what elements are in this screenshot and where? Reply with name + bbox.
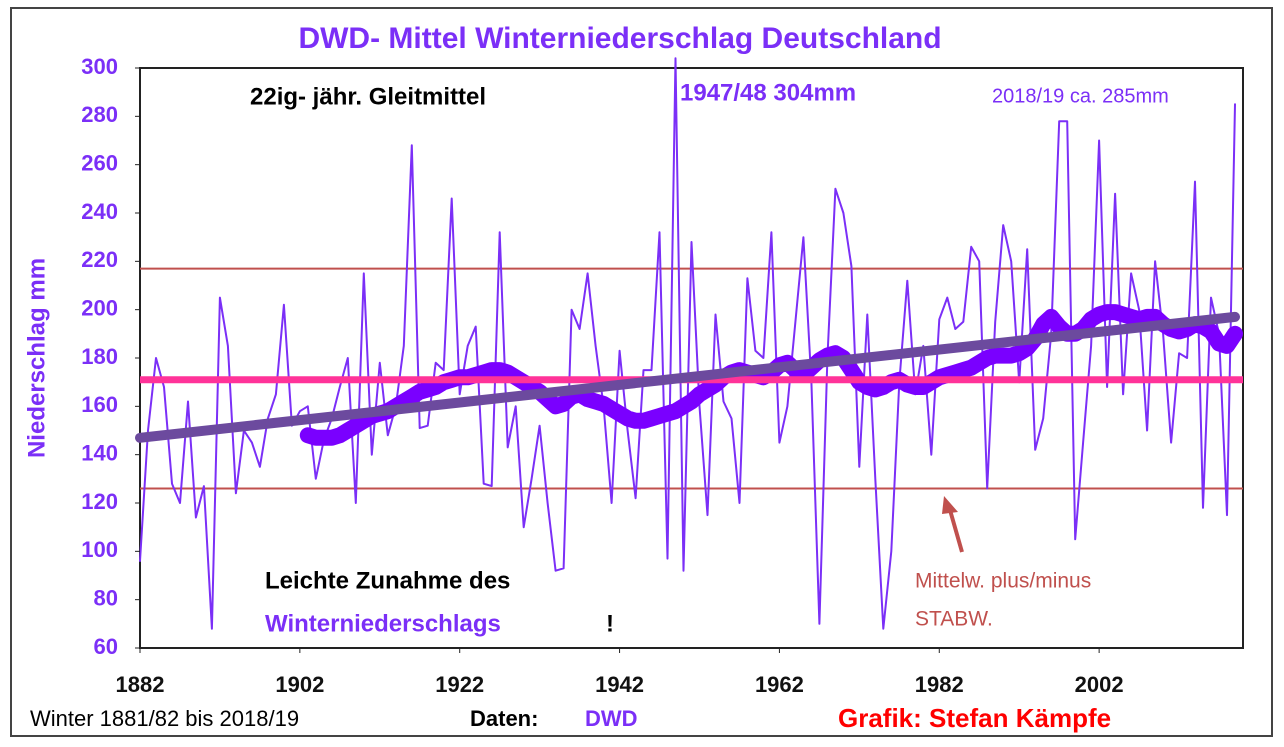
y-tick-label: 260 [81,150,118,175]
y-tick-label: 220 [81,247,118,272]
y-tick-label: 200 [81,295,118,320]
footer-data-label: Daten: [470,706,538,731]
y-tick-label: 60 [94,634,118,659]
annotation: Mittelw. plus/minus [915,570,1091,593]
marks [135,57,1243,630]
y-axis-label: Niederschlag mm [23,258,50,458]
y-tick-label: 280 [81,102,118,127]
y-tick-label: 300 [81,54,118,79]
x-tick-label: 1882 [116,672,165,697]
footer-period: Winter 1881/82 bis 2018/19 [30,706,299,731]
arrow [948,509,964,553]
annotation: STABW. [915,608,993,631]
chart-title: DWD- Mittel Winterniederschlag Deutschla… [298,22,941,55]
y-tick-label: 180 [81,344,118,369]
annotation: 2018/19 ca. 285mm [992,85,1169,107]
arrow-head [942,496,958,514]
x-tick-label: 1962 [755,672,804,697]
footer-data-source: DWD [585,706,638,731]
x-tick-label: 1982 [915,672,964,697]
y-tick-label: 100 [81,537,118,562]
annotation: ! [606,610,614,637]
trend-line [135,311,1240,443]
y-tick-label: 240 [81,199,118,224]
annotation: 1947/48 304mm [680,79,856,106]
x-tick-label: 1902 [275,672,324,697]
footer-credit: Grafik: Stefan Kämpfe [838,703,1111,733]
x-tick-label: 2002 [1075,672,1124,697]
annotation: Winterniederschlags [265,610,501,637]
y-tick-label: 160 [81,392,118,417]
annotation: 22ig- jähr. Gleitmittel [250,83,486,110]
annotation: Leichte Zunahme des [265,567,510,594]
x-tick-label: 1942 [595,672,644,697]
y-tick-label: 120 [81,489,118,514]
x-tick-label: 1922 [435,672,484,697]
y-tick-label: 140 [81,440,118,465]
y-tick-label: 80 [94,585,118,610]
plot-area [139,67,1244,649]
